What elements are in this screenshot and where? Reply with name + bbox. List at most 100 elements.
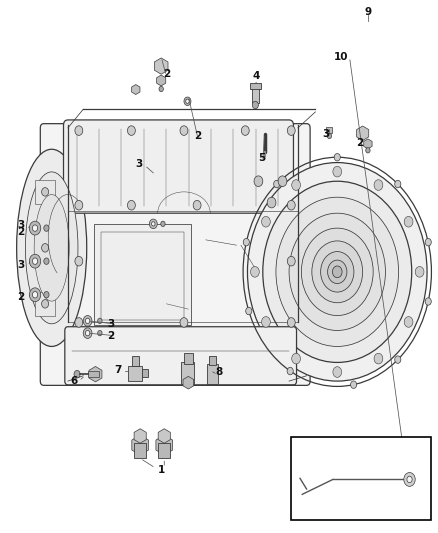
Text: 3: 3 (323, 130, 330, 139)
Circle shape (161, 221, 165, 227)
Circle shape (241, 126, 249, 135)
Text: 9: 9 (364, 7, 371, 17)
Bar (181, 362, 194, 384)
Circle shape (395, 356, 401, 364)
Ellipse shape (25, 172, 78, 324)
Text: 2: 2 (18, 227, 25, 237)
Circle shape (425, 238, 431, 246)
Bar (250, 83, 261, 89)
Circle shape (276, 197, 399, 346)
Bar (35, 180, 55, 204)
Circle shape (44, 258, 49, 264)
Circle shape (407, 477, 412, 483)
Circle shape (328, 260, 347, 284)
Circle shape (287, 318, 295, 327)
Bar (94, 224, 191, 325)
Circle shape (278, 176, 287, 187)
Circle shape (32, 258, 38, 264)
Polygon shape (364, 139, 372, 149)
Circle shape (184, 97, 191, 106)
Circle shape (289, 213, 385, 330)
Circle shape (333, 166, 342, 177)
Circle shape (292, 353, 300, 364)
Circle shape (85, 318, 90, 324)
Circle shape (42, 244, 49, 252)
Circle shape (186, 99, 189, 103)
Circle shape (75, 256, 83, 266)
Circle shape (287, 126, 295, 135)
Circle shape (75, 126, 83, 135)
Bar (291, 437, 431, 520)
Circle shape (263, 181, 412, 362)
Circle shape (29, 221, 41, 235)
FancyBboxPatch shape (40, 124, 310, 385)
Bar (132, 356, 139, 366)
Circle shape (334, 154, 340, 161)
Circle shape (366, 148, 370, 153)
Text: 3: 3 (18, 261, 25, 270)
Circle shape (287, 200, 295, 210)
Bar (252, 87, 259, 103)
Text: 6: 6 (70, 376, 77, 386)
Circle shape (127, 200, 135, 210)
FancyBboxPatch shape (65, 327, 297, 385)
Circle shape (374, 353, 383, 364)
Polygon shape (157, 75, 166, 86)
Text: 2: 2 (18, 292, 25, 302)
Circle shape (332, 266, 342, 278)
Circle shape (127, 126, 135, 135)
Circle shape (180, 126, 188, 135)
Text: 2: 2 (194, 131, 201, 141)
Text: 1: 1 (158, 465, 165, 475)
Circle shape (261, 317, 270, 327)
Circle shape (42, 188, 49, 196)
Circle shape (287, 256, 295, 266)
Circle shape (98, 318, 102, 324)
Polygon shape (132, 435, 148, 455)
Bar (142, 369, 148, 377)
Text: 3: 3 (107, 319, 114, 329)
Circle shape (301, 228, 373, 316)
Circle shape (415, 266, 424, 277)
Circle shape (243, 238, 249, 246)
Text: 3: 3 (136, 159, 143, 168)
Circle shape (350, 381, 357, 389)
Text: 2: 2 (163, 69, 170, 78)
Circle shape (75, 318, 83, 327)
Text: 10: 10 (333, 52, 348, 62)
Polygon shape (154, 58, 168, 74)
Circle shape (254, 176, 263, 187)
Polygon shape (131, 85, 140, 94)
Circle shape (149, 219, 157, 229)
Polygon shape (134, 429, 146, 443)
Circle shape (274, 180, 280, 188)
Text: 2: 2 (107, 331, 114, 341)
Circle shape (180, 318, 188, 327)
Circle shape (29, 288, 41, 302)
Circle shape (267, 197, 276, 208)
Circle shape (292, 180, 300, 190)
Circle shape (404, 216, 413, 227)
Polygon shape (158, 429, 170, 443)
Circle shape (312, 241, 363, 303)
Circle shape (83, 328, 92, 338)
Ellipse shape (34, 195, 69, 301)
Text: 3: 3 (18, 221, 25, 230)
Circle shape (44, 292, 49, 298)
Bar (326, 127, 332, 133)
Bar (184, 353, 193, 364)
Polygon shape (89, 367, 102, 382)
Circle shape (85, 330, 90, 336)
Circle shape (404, 472, 415, 486)
Polygon shape (357, 126, 369, 141)
Circle shape (287, 367, 293, 375)
Circle shape (193, 200, 201, 210)
Circle shape (159, 86, 163, 92)
Polygon shape (183, 376, 194, 389)
Bar (207, 364, 218, 384)
Text: 2: 2 (357, 138, 364, 148)
Ellipse shape (17, 149, 87, 346)
Text: 7: 7 (115, 366, 122, 375)
Circle shape (333, 367, 342, 377)
Circle shape (32, 292, 38, 298)
